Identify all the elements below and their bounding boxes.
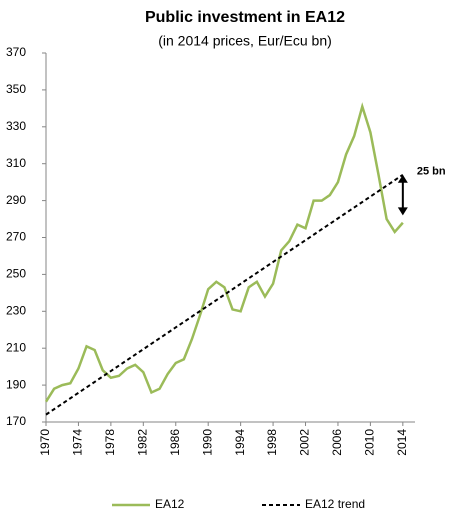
- annotation-label: 25 bn: [417, 166, 446, 178]
- x-tick-label: 1982: [135, 429, 149, 456]
- chart-title: Public investment in EA12: [145, 9, 345, 26]
- series-line: [45, 173, 404, 416]
- y-tick-label: 330: [6, 119, 26, 133]
- x-tick-label: 1986: [168, 429, 182, 456]
- x-tick-label: 2010: [363, 429, 377, 456]
- x-tick-label: 2014: [395, 429, 409, 456]
- x-tick-label: 1974: [71, 429, 85, 456]
- x-tick-label: 1970: [38, 429, 52, 456]
- x-tick-label: 2002: [298, 429, 312, 456]
- legend-label: EA12 trend: [305, 497, 365, 511]
- y-tick-label: 170: [6, 414, 26, 428]
- x-tick-label: 1978: [103, 429, 117, 456]
- y-tick-label: 190: [6, 377, 26, 391]
- y-tick-label: 290: [6, 193, 26, 207]
- y-tick-label: 350: [6, 82, 26, 96]
- legend-label: EA12: [155, 497, 185, 511]
- y-tick-label: 370: [6, 45, 26, 59]
- y-tick-label: 210: [6, 340, 26, 354]
- x-tick-label: 1998: [265, 429, 279, 456]
- y-tick-label: 310: [6, 156, 26, 170]
- x-tick-label: 1994: [233, 429, 247, 456]
- x-tick-label: 2006: [330, 429, 344, 456]
- y-tick-label: 250: [6, 267, 26, 281]
- series-line: [44, 102, 404, 403]
- y-tick-label: 270: [6, 230, 26, 244]
- x-tick-label: 1990: [200, 429, 214, 456]
- chart-subtitle: (in 2014 prices, Eur/Ecu bn): [158, 33, 332, 49]
- arrow-head: [397, 174, 408, 183]
- y-tick-label: 230: [6, 303, 26, 317]
- arrow-head: [397, 207, 408, 216]
